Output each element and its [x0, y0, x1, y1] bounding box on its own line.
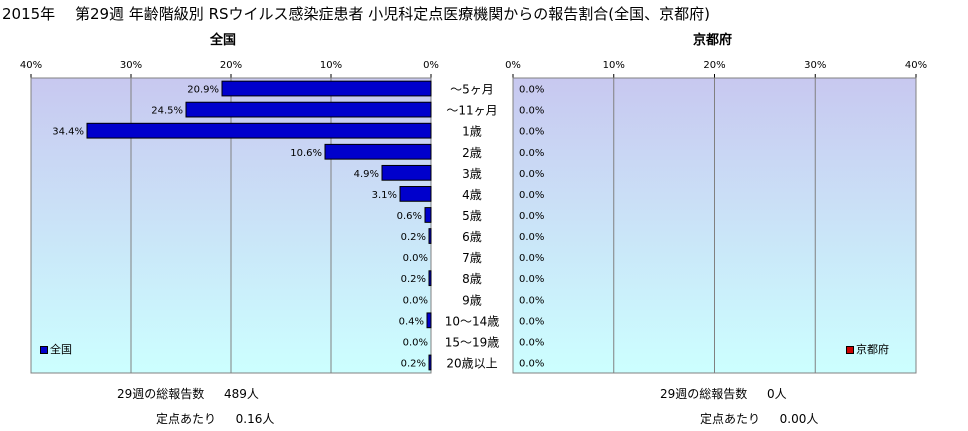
- category-label: 4歳: [462, 188, 482, 202]
- data-label-national: 10.6%: [290, 148, 322, 159]
- data-label-national: 0.0%: [403, 253, 428, 264]
- category-label: 8歳: [462, 272, 482, 286]
- category-label: ～5ヶ月: [450, 83, 494, 97]
- x-tick-label-national: 40%: [20, 60, 42, 71]
- legend-label-national: 全国: [50, 343, 72, 356]
- chart-title: 2015年 第29週 年齢階級別 RSウイルス感染症患者 小児科定点医療機関から…: [2, 5, 710, 23]
- footer-left-per-value: 0.16人: [235, 412, 275, 426]
- category-label: 9歳: [462, 293, 482, 307]
- data-label-kyoto: 0.0%: [519, 85, 544, 96]
- x-tick-label-kyoto: 30%: [804, 60, 826, 71]
- data-label-kyoto: 0.0%: [519, 232, 544, 243]
- category-label: 3歳: [462, 167, 482, 181]
- footer-right-total-label: 29週の総報告数: [660, 387, 748, 401]
- category-label: 7歳: [462, 251, 482, 265]
- category-label: 10～14歳: [445, 314, 500, 328]
- bar-national: [428, 270, 432, 287]
- legend-swatch-kyoto: [846, 346, 854, 354]
- data-label-national: 0.2%: [401, 358, 426, 369]
- data-label-national: 3.1%: [372, 190, 397, 201]
- plot-border-national: [30, 77, 432, 374]
- bar-national: [399, 186, 432, 202]
- footer-left-total-label: 29週の総報告数: [117, 387, 205, 401]
- footer-left-per-label: 定点あたり: [156, 412, 217, 426]
- bar-national: [185, 101, 432, 118]
- data-label-kyoto: 0.0%: [519, 211, 544, 222]
- x-tick-label-kyoto: 40%: [905, 60, 927, 71]
- data-label-kyoto: 0.0%: [519, 169, 544, 180]
- x-tick-label-kyoto: 0%: [505, 60, 521, 71]
- left-panel-title: 全国: [210, 33, 237, 48]
- right-panel-title: 京都府: [693, 33, 733, 48]
- data-label-kyoto: 0.0%: [519, 106, 544, 117]
- category-label: 15～19歳: [445, 335, 500, 349]
- category-label: 20歳以上: [446, 356, 497, 370]
- legend-national: 全国: [40, 341, 72, 357]
- category-label: ～11ヶ月: [446, 104, 497, 118]
- footer-left-per: 定点あたり 0.16人: [156, 410, 274, 427]
- data-label-kyoto: 0.0%: [519, 295, 544, 306]
- x-tick-label-national: 0%: [423, 60, 439, 71]
- data-label-kyoto: 0.0%: [519, 190, 544, 201]
- footer-right-total: 29週の総報告数 0人: [660, 385, 787, 402]
- footer-right-per-label: 定点あたり: [700, 412, 761, 426]
- category-label: 5歳: [462, 209, 482, 223]
- bar-national: [428, 354, 432, 371]
- data-label-kyoto: 0.0%: [519, 253, 544, 264]
- x-tick-label-national: 20%: [220, 60, 242, 71]
- data-label-kyoto: 0.0%: [519, 148, 544, 159]
- legend-label-kyoto: 京都府: [856, 343, 889, 356]
- footer-left-total-value: 489人: [223, 387, 259, 401]
- bar-national: [428, 228, 432, 244]
- bar-national: [381, 164, 432, 181]
- data-label-kyoto: 0.0%: [519, 274, 544, 285]
- bar-national: [324, 143, 432, 160]
- legend-swatch-national: [40, 346, 48, 354]
- data-label-national: 0.2%: [401, 232, 426, 243]
- data-label-national: 0.2%: [401, 274, 426, 285]
- data-label-national: 24.5%: [151, 106, 183, 117]
- data-label-national: 0.6%: [397, 211, 422, 222]
- footer-right-per: 定点あたり 0.00人: [700, 410, 818, 427]
- bar-national: [86, 122, 432, 139]
- data-label-kyoto: 0.0%: [519, 358, 544, 369]
- data-label-national: 20.9%: [187, 85, 219, 96]
- x-tick-label-national: 30%: [120, 60, 142, 71]
- data-label-kyoto: 0.0%: [519, 127, 544, 138]
- category-label: 1歳: [462, 125, 482, 139]
- footer-right-per-value: 0.00人: [779, 412, 819, 426]
- data-label-national: 0.0%: [403, 295, 428, 306]
- footer-left-total: 29週の総報告数 489人: [117, 385, 259, 402]
- x-tick-label-kyoto: 10%: [603, 60, 625, 71]
- data-label-kyoto: 0.0%: [519, 337, 544, 348]
- data-label-national: 0.4%: [399, 316, 424, 327]
- bar-national: [424, 207, 432, 223]
- plot-border-kyoto: [512, 77, 917, 374]
- category-label: 2歳: [462, 146, 482, 160]
- data-label-national: 0.0%: [403, 337, 428, 348]
- legend-kyoto: 京都府: [846, 341, 889, 357]
- footer-right-total-value: 0人: [766, 387, 787, 401]
- data-label-national: 34.4%: [52, 127, 84, 138]
- bar-national: [221, 80, 432, 97]
- category-label: 6歳: [462, 230, 482, 244]
- x-tick-label-national: 10%: [320, 60, 342, 71]
- data-label-national: 4.9%: [354, 169, 379, 180]
- x-tick-label-kyoto: 20%: [703, 60, 725, 71]
- bar-national: [426, 312, 432, 329]
- data-label-kyoto: 0.0%: [519, 316, 544, 327]
